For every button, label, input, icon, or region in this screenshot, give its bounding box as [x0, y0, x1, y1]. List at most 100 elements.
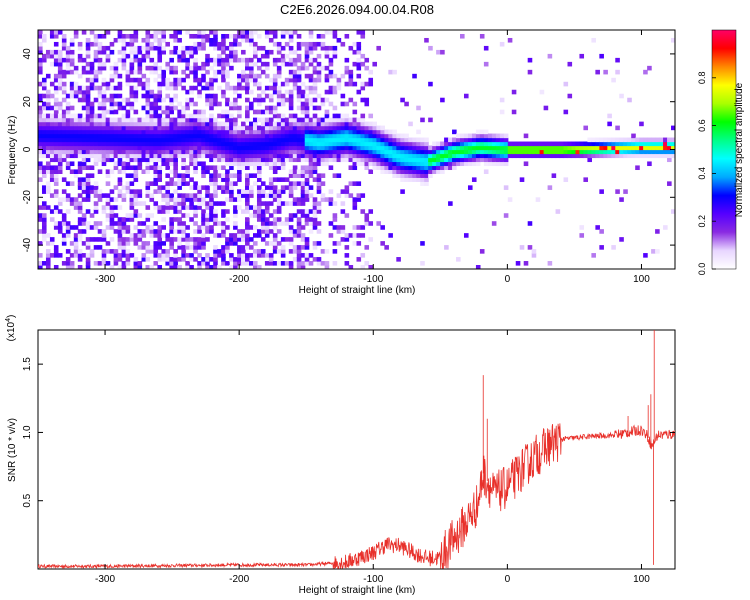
spectrogram-cell — [229, 157, 234, 163]
spectrogram-cell — [121, 145, 127, 151]
spectrogram-cell — [225, 217, 230, 222]
spectrogram-cell — [185, 237, 190, 242]
spectrogram-cell — [137, 193, 143, 198]
spectrogram-cell — [129, 101, 135, 107]
spectrogram-cell — [268, 161, 274, 167]
spectrogram-cell — [256, 217, 262, 222]
spectrogram-cell — [165, 113, 170, 119]
spectrogram-cell — [463, 161, 469, 167]
spectrogram-cell — [117, 237, 123, 242]
spectrogram-cell — [149, 45, 155, 51]
spectrogram-cell — [241, 229, 246, 234]
spectrogram-cell — [213, 133, 218, 139]
spectrogram-cell — [53, 265, 59, 269]
spectrogram-cell — [117, 181, 123, 186]
spectrogram-cell — [300, 225, 306, 230]
spectrogram-cell — [85, 241, 91, 246]
spectrogram-cell — [348, 97, 354, 103]
spectrogram-cell — [221, 69, 226, 75]
spectrogram-cell — [264, 49, 270, 55]
spectrogram-cell — [41, 125, 47, 131]
spectrogram-cell — [256, 253, 262, 258]
spectrogram-cell — [81, 185, 87, 190]
spectrogram-cell — [233, 181, 238, 186]
spectrogram-cell — [372, 145, 378, 151]
spectrogram-cell — [479, 33, 485, 39]
spectrogram-cell — [161, 217, 166, 222]
spectrogram-cell — [205, 101, 210, 107]
spectrogram-cell — [85, 193, 91, 198]
spectrogram-cell — [101, 101, 107, 107]
spectrogram-cell — [487, 161, 493, 167]
spectrogram-cell — [583, 153, 589, 159]
spectrogram-cell — [81, 161, 87, 167]
spectrogram-cell — [185, 241, 190, 246]
spectrogram-cell — [145, 213, 151, 218]
spectrogram-cell — [260, 189, 266, 194]
spectrogram-cell — [663, 149, 668, 155]
spectrogram-y-tick-label: 40 — [22, 48, 33, 60]
spectrogram-cell — [296, 233, 302, 238]
spectrogram-cell — [149, 229, 155, 234]
spectrogram-cell — [312, 69, 318, 75]
spectrogram-cell — [221, 41, 226, 47]
spectrogram-cell — [221, 77, 226, 83]
spectrogram-cell — [153, 229, 159, 234]
spectrogram-cell — [77, 41, 83, 47]
spectrogram-cell — [109, 197, 115, 202]
spectrogram-cell — [284, 77, 290, 83]
spectrogram-cell — [201, 209, 206, 214]
spectrogram-cell — [448, 161, 453, 167]
spectrogram-cell — [276, 149, 282, 155]
spectrogram-cell — [177, 137, 182, 143]
spectrogram-cell — [173, 217, 178, 222]
spectrogram-cell — [276, 97, 282, 103]
spectrogram-cell — [237, 161, 242, 167]
spectrogram-cell — [308, 261, 314, 266]
spectrogram-cell — [448, 137, 453, 143]
spectrogram-cell — [639, 137, 644, 143]
spectrogram-cell — [320, 125, 326, 131]
spectrogram-cell — [647, 149, 652, 155]
spectrogram-cell — [181, 133, 186, 139]
spectrogram-cell — [197, 81, 202, 87]
spectrogram-cell — [256, 197, 262, 202]
spectrogram-cell — [332, 113, 338, 119]
spectrogram-cell — [65, 57, 71, 63]
spectrogram-cell — [145, 105, 151, 111]
spectrogram-cell — [252, 157, 258, 163]
spectrogram-cell — [268, 221, 274, 226]
spectrogram-x-ticks: -300 -200 -100 0 100 — [95, 30, 650, 285]
spectrogram-cell — [65, 101, 71, 107]
spectrogram-cell — [77, 53, 83, 59]
spectrogram-cell — [396, 137, 401, 143]
spectrogram-cell — [523, 261, 529, 266]
spectrogram-cell — [284, 261, 290, 266]
spectrogram-cell — [105, 241, 111, 246]
spectrogram-cell — [153, 165, 159, 171]
spectrogram-cell — [205, 225, 210, 230]
spectrogram-cell — [173, 169, 178, 174]
spectrogram-cell — [73, 249, 79, 254]
spectrogram-cell — [77, 129, 83, 135]
spectrogram-cell — [348, 117, 354, 123]
spectrogram-cell — [77, 217, 83, 222]
spectrogram-cell — [304, 241, 310, 246]
spectrogram-cell — [288, 121, 294, 127]
colorbar: 0.00.20.40.60.8 Normalized spectral ampl… — [697, 29, 745, 275]
spectrogram-cell — [420, 165, 425, 171]
spectrogram-cell — [356, 161, 362, 167]
spectrogram-cell — [348, 265, 354, 269]
spectrogram-cell — [667, 137, 672, 143]
spectrogram-cell — [312, 41, 318, 47]
spectrogram-cell — [113, 73, 119, 79]
spectrogram-cell — [356, 141, 362, 147]
spectrogram-cell — [376, 125, 381, 131]
spectrogram-cell — [499, 133, 505, 139]
spectrogram-cell — [412, 153, 417, 159]
spectrogram-cell — [157, 41, 163, 47]
spectrogram-cell — [667, 157, 672, 163]
spectrogram-cell — [93, 121, 99, 127]
spectrogram-cell — [177, 265, 182, 269]
spectrogram-cell — [292, 149, 298, 155]
